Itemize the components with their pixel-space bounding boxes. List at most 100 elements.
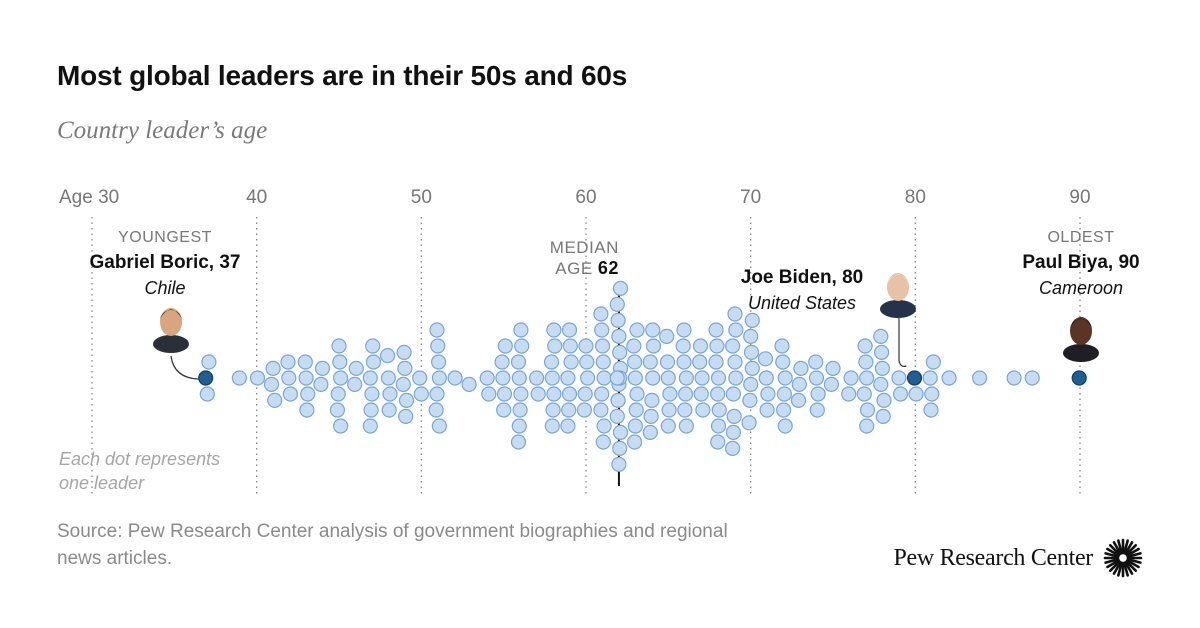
oldest-country: Cameroon — [1039, 278, 1123, 298]
leader-dot — [481, 386, 497, 402]
leader-dot — [430, 338, 446, 354]
tick-label: 90 — [1069, 187, 1090, 208]
leader-dot — [595, 354, 611, 370]
brand: Pew Research Center — [893, 538, 1143, 578]
leader-dot — [873, 328, 889, 344]
logo-ray — [1124, 561, 1134, 575]
logo-ray — [1126, 559, 1140, 569]
portrait-hair — [887, 274, 909, 284]
logo-ray — [1125, 560, 1138, 573]
leader-dot — [873, 376, 889, 392]
leader-dot — [397, 360, 413, 376]
leader-dot — [760, 386, 776, 402]
leader-dot — [431, 354, 447, 370]
oldest-name: Paul Biya, 90 — [1022, 252, 1139, 273]
leader-dot — [742, 392, 758, 408]
leader-dot — [364, 386, 380, 402]
leader-dot — [513, 322, 529, 338]
leader-dot — [1006, 370, 1022, 386]
leader-dot — [677, 386, 694, 402]
leader-dot — [547, 338, 563, 354]
leader-dot — [199, 386, 215, 402]
leader-dot — [609, 296, 625, 312]
leader-dot — [267, 392, 283, 408]
leader-dot — [629, 386, 645, 402]
leader-dot — [578, 338, 594, 354]
leader-dot — [808, 354, 824, 370]
leader-dot — [231, 370, 247, 386]
leader-dot — [611, 328, 627, 344]
logo-ray — [1112, 541, 1122, 555]
leader-dot — [873, 344, 890, 360]
leader-dot — [544, 418, 560, 434]
leader-dot — [380, 370, 396, 386]
leader-dot — [546, 322, 562, 338]
source-note: Source: Pew Research Center analysis of … — [57, 521, 728, 569]
leader-dot — [643, 408, 659, 424]
leader-dot — [627, 370, 644, 386]
leader-dot — [923, 402, 939, 418]
leader-dot — [362, 418, 378, 434]
leader-dot — [892, 386, 909, 402]
leader-dot — [593, 402, 609, 418]
logo-ray — [1126, 557, 1142, 564]
biden-portrait — [880, 273, 916, 318]
chart-subtitle: Country leader’s age — [57, 117, 268, 144]
leader-dot — [744, 360, 760, 376]
highlighted-leader-dot — [1071, 370, 1087, 386]
leader-dot — [677, 402, 693, 418]
leader-dot — [282, 386, 298, 402]
leader-dot — [428, 402, 444, 418]
leader-dot — [610, 312, 626, 328]
starburst-logo-icon — [1103, 538, 1143, 578]
leader-dot — [642, 424, 658, 440]
leader-dot — [743, 376, 759, 392]
highlighted-leader-dot — [198, 370, 214, 386]
leader-dot — [941, 370, 957, 386]
leader-dot — [695, 402, 711, 418]
leader-dot — [511, 370, 527, 386]
leader-dot — [395, 376, 411, 392]
youngest-connector — [170, 355, 199, 380]
leader-dot — [823, 376, 840, 392]
leader-dot — [908, 386, 924, 402]
leader-dot — [875, 408, 891, 424]
leader-dot — [627, 418, 644, 434]
leader-dot — [330, 386, 346, 402]
leader-dot — [528, 370, 545, 386]
leader-dot — [594, 386, 610, 402]
leader-dot — [593, 306, 609, 322]
leader-dot — [612, 344, 628, 360]
leader-dot — [710, 370, 727, 386]
leader-dot — [596, 418, 612, 434]
leader-dot — [628, 402, 644, 418]
leader-dot — [396, 344, 412, 360]
leader-dot — [612, 280, 629, 296]
leader-dot — [708, 322, 724, 338]
leader-dot — [859, 418, 875, 434]
leader-dot — [859, 402, 876, 418]
leader-dot — [413, 386, 429, 402]
logo-ray — [1108, 543, 1121, 556]
leader-dot — [561, 402, 577, 418]
leader-dot — [626, 434, 643, 450]
leader-dot — [563, 354, 579, 370]
leader-dot — [891, 370, 907, 386]
leader-dot — [662, 386, 678, 402]
leader-dot — [678, 370, 695, 386]
leader-dot — [332, 354, 348, 370]
leader-dot — [530, 386, 546, 402]
logo-ray — [1112, 561, 1122, 575]
leader-dot — [629, 322, 645, 338]
logo-ray — [1124, 541, 1134, 555]
leader-dot — [362, 370, 378, 386]
leader-dot — [777, 418, 793, 434]
leader-dot — [841, 386, 857, 402]
leader-dot — [757, 351, 774, 367]
leader-dot — [365, 354, 382, 370]
leader-dot — [544, 370, 560, 386]
grid-lines — [91, 217, 1081, 496]
leader-dot — [429, 322, 445, 338]
logo-ray — [1106, 559, 1120, 569]
